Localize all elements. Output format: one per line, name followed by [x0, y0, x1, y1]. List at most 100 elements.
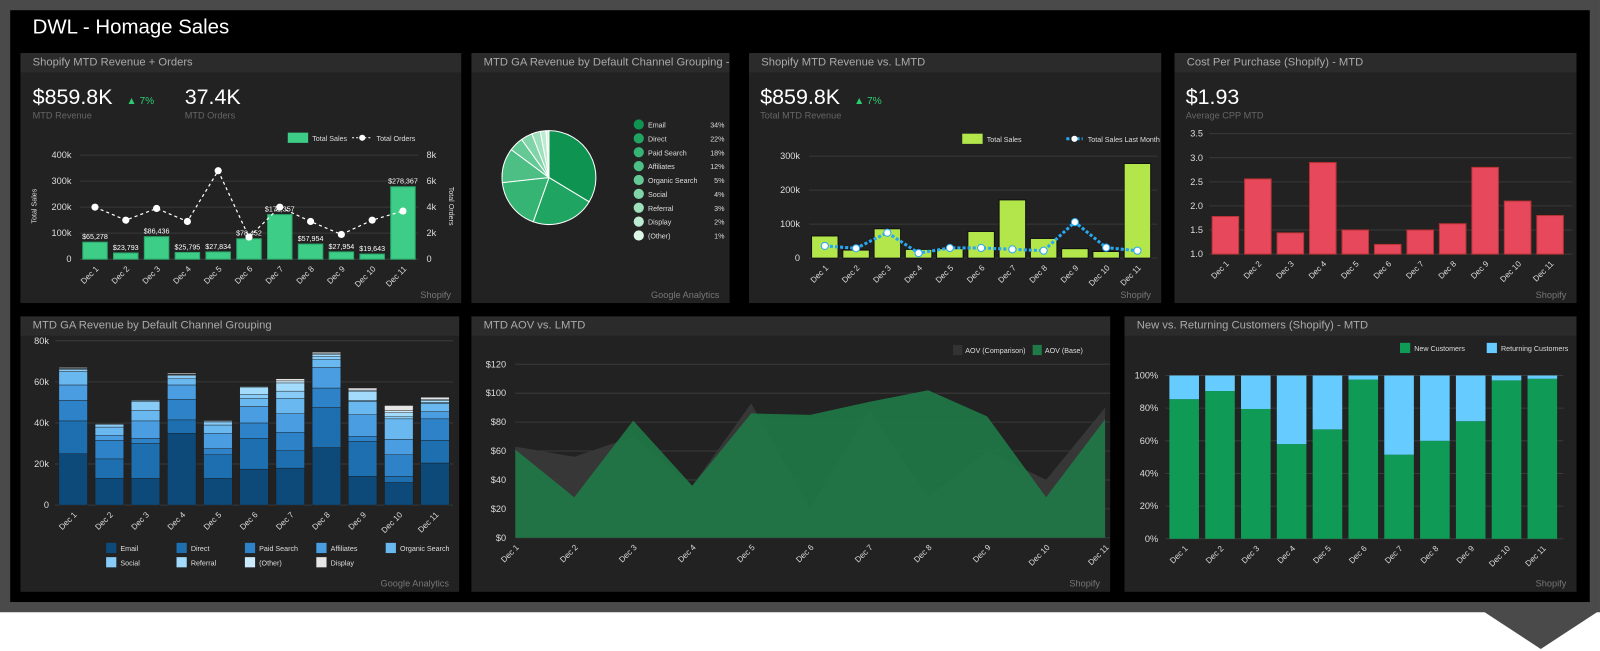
- bar-segment-display: [167, 372, 197, 375]
- legend-value: 2%: [714, 219, 725, 227]
- y-tick-label: 0: [66, 254, 71, 264]
- source-label: Shopify: [1535, 289, 1567, 300]
- legend-swatch: [316, 542, 327, 554]
- bar-segment-paid-search: [384, 454, 414, 477]
- legend-swatch: [316, 557, 327, 568]
- x-tick-label: Dec 8: [912, 543, 934, 565]
- bar-segment-email: [384, 482, 414, 506]
- bar-segment-direct: [384, 476, 414, 483]
- legend-label: (Other): [259, 559, 282, 567]
- bar-total-sales: [82, 241, 108, 260]
- legend-value: 3%: [714, 205, 725, 213]
- y2-tick-label: 8k: [427, 150, 437, 160]
- bar-segment-paid-search: [420, 418, 450, 441]
- revenue-vs-lmtd-chart: 0 100k 200k 300k Dec 1 Dec 2 Dec 3 Dec 4 Dec 5 De…: [780, 133, 1160, 288]
- legend-label: Affiliates: [331, 545, 358, 553]
- bar-total-sales: [1123, 162, 1152, 259]
- bar-new-customers: [1527, 378, 1558, 539]
- x-tick-label: Dec 6: [965, 263, 987, 285]
- panel-channel-stacked: MTD GA Revenue by Default Channel Groupi…: [20, 316, 460, 592]
- bar-new-customers: [1276, 444, 1307, 539]
- legend-label: Email: [120, 545, 138, 553]
- legend-label: Total Sales: [987, 136, 1022, 144]
- x-tick-label: Dec 2: [558, 543, 580, 565]
- panel-channel-pie: MTD GA Revenue by Default Channel Groupi…: [471, 53, 730, 304]
- bar-data-label: $27,954: [328, 243, 354, 251]
- y-tick-label: $0: [496, 533, 506, 543]
- y-tick-label: 40%: [1140, 469, 1158, 479]
- source-label: Shopify: [1535, 578, 1567, 589]
- bar-segment-affiliates: [275, 413, 305, 433]
- x-tick-label: Dec 7: [996, 263, 1018, 285]
- bar-segment-affiliates: [94, 435, 124, 441]
- legend-value: 34%: [710, 122, 725, 130]
- legend-dot: [633, 147, 644, 158]
- x-tick-label: Dec 9: [1455, 544, 1477, 566]
- x-tick-label: Dec 7: [853, 543, 875, 565]
- bar-new-customers: [1384, 454, 1414, 539]
- x-tick-label: Dec 10: [1487, 544, 1512, 569]
- x-tick-label: Dec 3: [130, 510, 152, 532]
- bar-segment-paid-search: [275, 431, 305, 451]
- bar-segment-affiliates: [167, 384, 197, 400]
- x-tick-label: Dec 7: [274, 510, 296, 532]
- x-tick-label: Dec 3: [1274, 259, 1296, 281]
- bar-segment-email: [94, 478, 124, 506]
- dashboard-title: DWL - Homage Sales: [32, 16, 230, 39]
- legend-label: Total Sales Last Month: [1088, 136, 1160, 144]
- bar-segment-direct: [167, 419, 197, 434]
- source-label: Shopify: [1120, 289, 1152, 300]
- legend-swatch-total-sales: [287, 132, 309, 143]
- bar-segment-email: [203, 478, 233, 506]
- bar-returning-customers: [1348, 375, 1379, 380]
- x-tick-label: Dec 10: [1498, 259, 1523, 284]
- point-total-orders: [399, 207, 407, 215]
- legend-label: Total Orders: [377, 135, 416, 143]
- bar-segment-affiliates: [239, 406, 269, 424]
- bar-segment-email: [275, 467, 305, 506]
- bar-segment-social: [239, 394, 269, 399]
- bar-segment-other: [275, 380, 305, 384]
- y-tick-label: $80: [491, 417, 506, 427]
- y-tick-label: 0: [44, 500, 49, 510]
- legend-value: 1%: [714, 233, 725, 241]
- bar-cpp: [1276, 232, 1305, 255]
- bar-returning-customers: [1384, 375, 1414, 455]
- y-tick-label: 200k: [52, 202, 72, 212]
- x-tick-label: Dec 5: [202, 264, 224, 286]
- bar-segment-display: [348, 387, 378, 391]
- bar-total-sales: [390, 186, 416, 260]
- bar-segment-display: [311, 351, 341, 354]
- point-last-month: [977, 243, 986, 253]
- legend-label: Display: [648, 219, 672, 227]
- bar-segment-organic-search: [131, 410, 161, 422]
- bar-returning-customers: [1455, 375, 1486, 422]
- channel-pie-chart: Email 34% Direct 22% Paid Search 18% Affiliate…: [501, 119, 725, 241]
- legend-label: AOV (Comparison): [965, 347, 1025, 355]
- point-last-month: [1008, 245, 1017, 254]
- y-tick-label: 20k: [34, 459, 49, 469]
- pie-slice-paid-search: [501, 176, 550, 223]
- bar-returning-customers: [1420, 375, 1450, 441]
- channel-stacked-chart: 0 20k 40k 60k 80k Dec 1 Dec 2 Dec 3 Dec 4 Dec 5 De…: [34, 336, 454, 568]
- bar-data-label: $25,795: [174, 243, 200, 251]
- bar-data-label: $65,278: [82, 233, 108, 241]
- legend-label: Direct: [648, 135, 667, 143]
- bar-cpp: [1341, 229, 1370, 255]
- legend-label: (Other): [648, 233, 671, 241]
- legend-dot: [633, 133, 644, 144]
- kpi-mtd-orders: 37.4K: [184, 85, 241, 110]
- bar-segment-organic-search: [94, 426, 124, 436]
- legend-label: Referral: [648, 205, 674, 213]
- legend-dot: [633, 202, 644, 213]
- y-axis-title: Total Sales: [31, 188, 39, 223]
- legend-label: Total Sales: [312, 135, 347, 143]
- kpi-label: Average CPP MTD: [1185, 110, 1264, 121]
- bar-segment-referral: [311, 353, 341, 357]
- y2-tick-label: 0: [427, 254, 432, 264]
- bar-segment-paid-search: [203, 448, 233, 455]
- bar-segment-direct: [58, 420, 88, 454]
- x-tick-label: Dec 4: [1276, 544, 1298, 566]
- bar-segment-direct: [275, 450, 305, 469]
- x-tick-label: Dec 4: [171, 264, 193, 286]
